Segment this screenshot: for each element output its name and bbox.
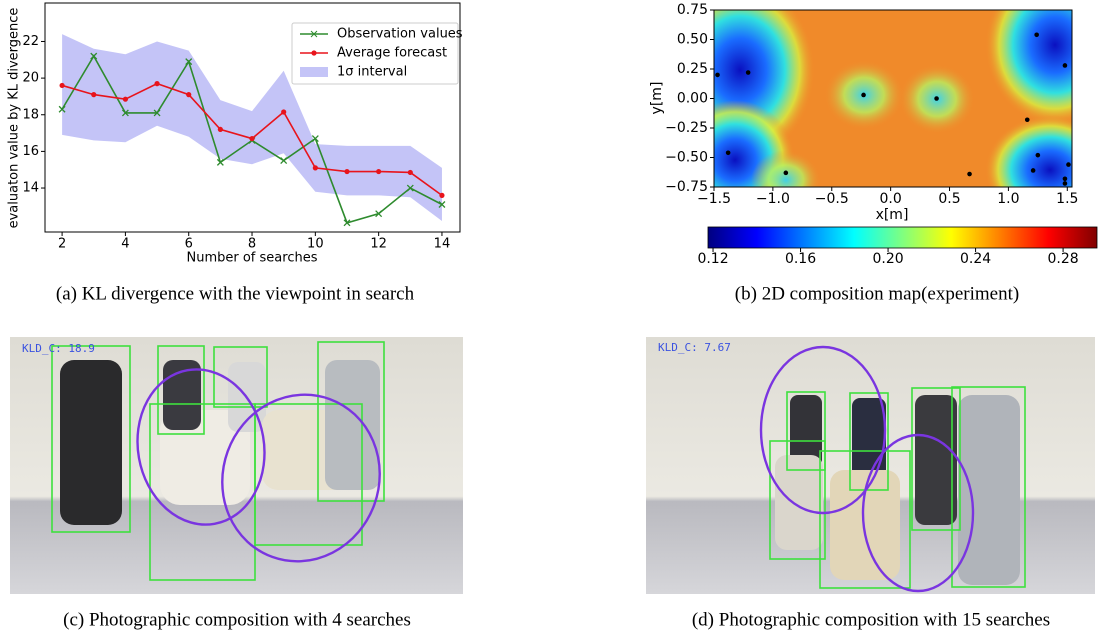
y-tick-label: 14 [22, 181, 39, 196]
scatter-point [715, 73, 720, 78]
scatter-point [1063, 181, 1068, 186]
marker [218, 127, 223, 132]
caption: (b) 2D composition map(experiment) [735, 283, 1019, 304]
marker [376, 169, 381, 174]
overlay-label: KLD_C: 18.9 [22, 342, 95, 355]
scatter-point [1025, 117, 1030, 122]
y-tick-label: −0.75 [665, 179, 708, 195]
x-tick-label: 6 [185, 237, 193, 252]
marker [186, 92, 191, 97]
scatter-point [1034, 32, 1039, 37]
x-tick-label: 8 [248, 237, 256, 252]
marker [439, 193, 444, 198]
y-tick-label: 0.50 [677, 32, 708, 48]
x-tick-label: 14 [434, 237, 451, 252]
y-tick-label: 22 [22, 34, 39, 49]
marker [408, 170, 413, 175]
scatter-point [967, 172, 972, 177]
scatter-point [861, 93, 866, 98]
colorbar-tick-label: 0.28 [1048, 251, 1079, 267]
caption: (a) KL divergence with the viewpoint in … [56, 283, 415, 304]
photo-c: KLD_C: 18.9 [10, 337, 463, 594]
marker [281, 109, 286, 114]
marker [313, 165, 318, 170]
colorbar-tick-label: 0.24 [960, 251, 991, 267]
scatter-point [726, 150, 731, 155]
y-tick-label: 16 [22, 144, 39, 159]
x-tick-label: 2 [58, 237, 66, 252]
y-tick-label: 0.00 [677, 91, 708, 107]
x-tick-label: 1.0 [997, 191, 1019, 207]
legend-label: Average forecast [337, 46, 447, 61]
scatter-point [746, 70, 751, 75]
legend-label: 1σ interval [337, 65, 407, 80]
x-tick-label: 0.0 [880, 191, 902, 207]
legend-swatch [311, 50, 316, 55]
scatter-point [784, 171, 789, 176]
y-tick-label: 0.75 [677, 2, 708, 18]
y-tick-label: −0.25 [665, 120, 708, 136]
scatter-point [1066, 162, 1071, 167]
marker [59, 83, 64, 88]
x-tick-label: −0.5 [815, 191, 849, 207]
colorbar [708, 227, 1097, 248]
figure: KLD_C: 18.9 KLD_C: 7.67 (a) KL divergenc… [0, 0, 1099, 637]
marker [123, 97, 128, 102]
x-axis-label: Number of searches [187, 251, 318, 266]
y-tick-label: 0.25 [677, 61, 708, 77]
marker [344, 169, 349, 174]
scatter-point [934, 96, 939, 101]
marker [281, 158, 287, 164]
marker [91, 92, 96, 97]
x-tick-label: 10 [307, 237, 324, 252]
marker [154, 81, 159, 86]
x-tick-label: 4 [121, 237, 129, 252]
x-tick-label: 1.5 [1056, 191, 1078, 207]
legend-swatch [300, 67, 328, 77]
caption: (c) Photographic composition with 4 sear… [63, 609, 411, 630]
overlay-label: KLD_C: 7.67 [658, 341, 731, 354]
y-tick-label: 18 [22, 107, 39, 122]
x-tick-label: 0.5 [938, 191, 960, 207]
x-tick-label: 12 [370, 237, 387, 252]
y-axis-label: evaluaton value by KL divergence [7, 8, 22, 229]
scatter-point [1063, 176, 1068, 181]
colorbar-tick-label: 0.20 [872, 251, 903, 267]
x-axis-label: x[m] [876, 207, 909, 223]
scatter-point [1031, 168, 1036, 173]
x-tick-label: −1.0 [756, 191, 790, 207]
y-axis-label: y[m] [649, 82, 665, 115]
y-tick-label: 20 [22, 71, 39, 86]
colorbar-tick-label: 0.12 [697, 251, 728, 267]
colorbar-tick-label: 0.16 [785, 251, 816, 267]
scatter-point [1036, 153, 1041, 158]
caption: (d) Photographic composition with 15 sea… [692, 609, 1050, 630]
marker [249, 136, 254, 141]
legend-label: Observation values [337, 27, 463, 42]
photo-d: KLD_C: 7.67 [646, 337, 1095, 594]
scatter-point [1063, 63, 1068, 68]
y-tick-label: −0.50 [665, 150, 708, 166]
